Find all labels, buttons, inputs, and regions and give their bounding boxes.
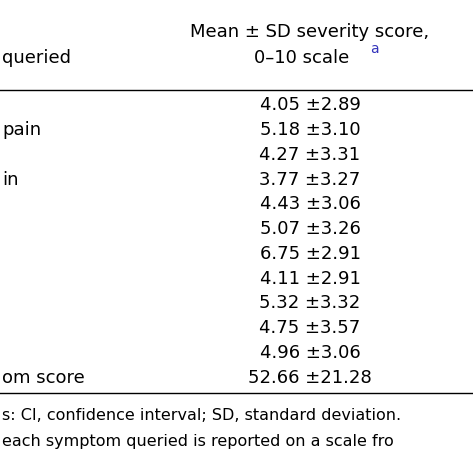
Text: pain: pain (2, 121, 41, 139)
Text: 4.11 ±2.91: 4.11 ±2.91 (260, 270, 360, 288)
Text: 5.07 ±3.26: 5.07 ±3.26 (260, 220, 360, 238)
Text: 4.75 ±3.57: 4.75 ±3.57 (259, 319, 360, 337)
Text: Mean ± SD severity score,: Mean ± SD severity score, (191, 23, 429, 41)
Text: in: in (2, 171, 18, 189)
Text: 4.27 ±3.31: 4.27 ±3.31 (259, 146, 360, 164)
Text: s: CI, confidence interval; SD, standard deviation.: s: CI, confidence interval; SD, standard… (2, 408, 401, 422)
Text: 3.77 ±3.27: 3.77 ±3.27 (259, 171, 360, 189)
Text: 0–10 scale: 0–10 scale (254, 49, 350, 67)
Text: 4.05 ±2.89: 4.05 ±2.89 (260, 96, 360, 114)
Text: 5.18 ±3.10: 5.18 ±3.10 (260, 121, 360, 139)
Text: 6.75 ±2.91: 6.75 ±2.91 (260, 245, 360, 263)
Text: queried: queried (2, 49, 71, 67)
Text: a: a (370, 42, 378, 56)
Text: 52.66 ±21.28: 52.66 ±21.28 (248, 368, 372, 386)
Text: 4.96 ±3.06: 4.96 ±3.06 (260, 344, 360, 362)
Text: om score: om score (2, 368, 85, 386)
Text: each symptom queried is reported on a scale fro: each symptom queried is reported on a sc… (2, 433, 394, 448)
Text: 4.43 ±3.06: 4.43 ±3.06 (260, 195, 360, 213)
Text: 5.32 ±3.32: 5.32 ±3.32 (259, 294, 360, 312)
